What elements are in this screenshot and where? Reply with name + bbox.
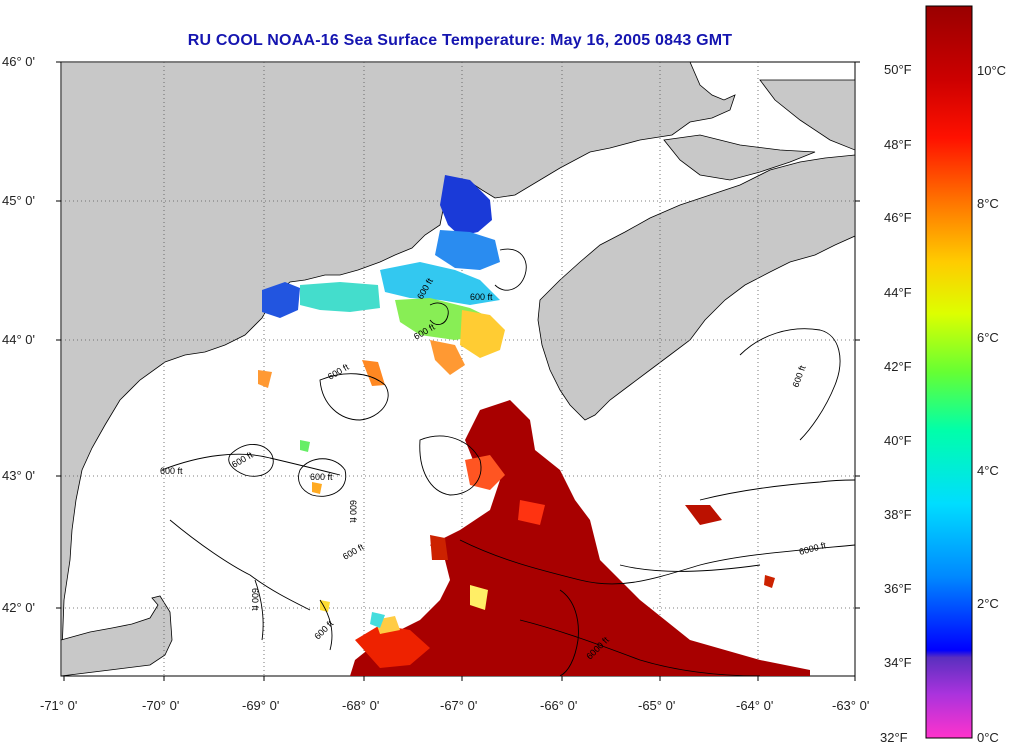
color-bar [925,5,973,739]
contour-label: 600 ft [160,466,183,476]
colorbar-c-label: 8°C [977,196,999,211]
colorbar-f-label: 48°F [884,137,912,152]
frame-ticks [56,61,860,681]
graticule [61,62,855,676]
land-northern [663,134,816,181]
lon-tick-label: -71° 0' [40,698,78,713]
land-mainland [61,62,736,676]
lat-tick-label: 45° 0' [2,193,35,208]
lat-tick-label: 44° 0' [2,332,35,347]
lon-tick-label: -67° 0' [440,698,478,713]
bathymetry-contours [161,248,855,676]
lat-tick-label: 46° 0' [2,54,35,69]
colorbar-f-label: 32°F [880,730,908,745]
colorbar-f-label: 40°F [884,433,912,448]
colorbar-f-label: 44°F [884,285,912,300]
colorbar-c-label: 0°C [977,730,999,745]
colorbar-f-label: 42°F [884,359,912,374]
land-nova-scotia [537,154,855,421]
map-title: RU COOL NOAA-16 Sea Surface Temperature:… [187,32,733,49]
colorbar-c-label: 2°C [977,596,999,611]
contour-label: 600 ft [310,472,333,482]
lon-tick-label: -66° 0' [540,698,578,713]
colorbar-f-label: 38°F [884,507,912,522]
contour-label: 600 ft [348,500,358,523]
lon-tick-label: -70° 0' [142,698,180,713]
land-cape-cod [61,595,173,676]
land-ne-corner [759,79,855,151]
lat-tick-label: 43° 0' [2,468,35,483]
colorbar-c-label: 10°C [977,63,1007,78]
lon-tick-label: -65° 0' [638,698,676,713]
colorbar-f-label: 46°F [884,210,912,225]
colorbar-f-label: 36°F [884,581,912,596]
lon-tick-label: -64° 0' [736,698,774,713]
sst-data [258,175,810,676]
colorbar-c-label: 6°C [977,330,999,345]
lon-tick-label: -69° 0' [242,698,280,713]
contour-label: 600 ft [470,292,493,302]
lon-tick-label: -68° 0' [342,698,380,713]
contour-label: 600 ft [250,588,260,611]
colorbar-c-label: 4°C [977,463,999,478]
lon-tick-label: -63° 0' [832,698,870,713]
lat-tick-label: 42° 0' [2,600,35,615]
colorbar-f-label: 50°F [884,62,912,77]
colorbar-f-label: 34°F [884,655,912,670]
